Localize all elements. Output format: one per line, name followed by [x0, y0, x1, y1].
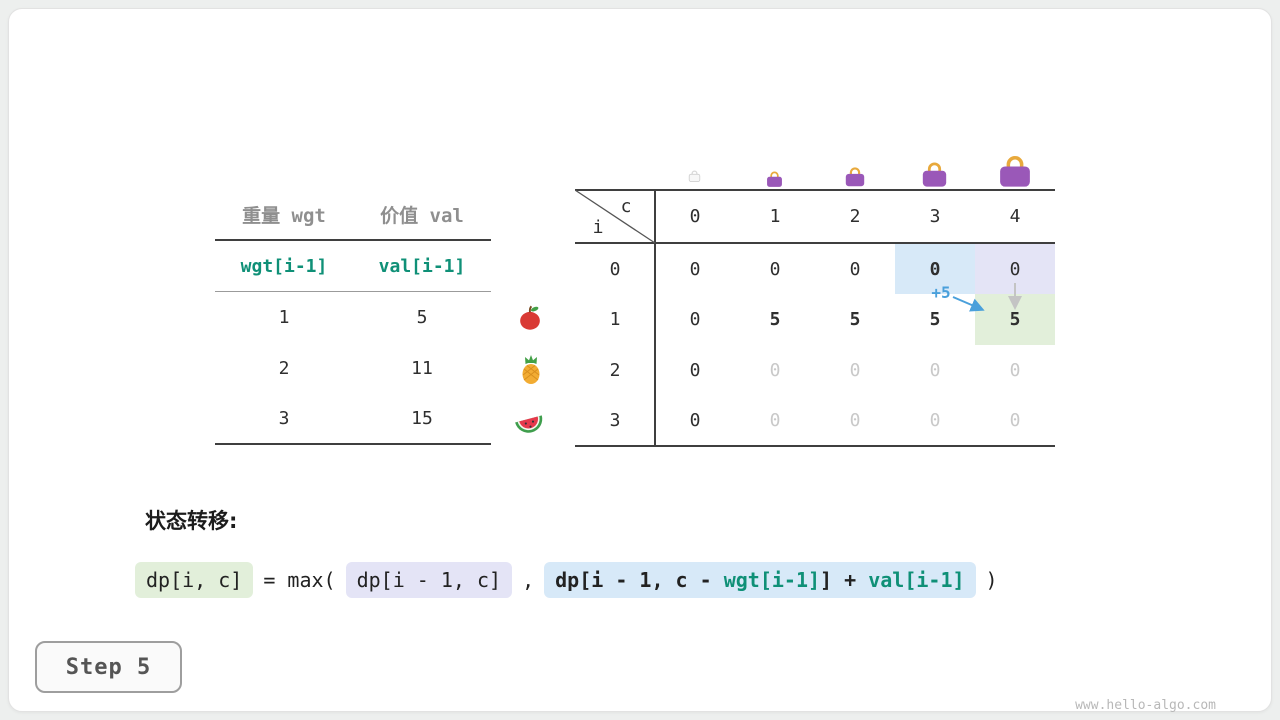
dp-cell: 0 — [849, 359, 861, 381]
step-button[interactable]: Step 5 — [35, 641, 182, 693]
dp-row-header: 0 — [609, 258, 621, 280]
dp-cell: 0 — [689, 409, 701, 431]
dp-col-header: 0 — [689, 206, 701, 227]
dp-col-header: 3 — [929, 206, 941, 227]
formula-comma: , — [522, 568, 535, 592]
dp-cell: 5 — [769, 308, 781, 330]
pineapple-icon — [515, 354, 547, 390]
formula-option-skip: dp[i - 1, c] — [345, 562, 513, 598]
dp-col-header: 4 — [1009, 206, 1021, 227]
table-line-top — [575, 189, 1055, 191]
item-val: 5 — [416, 307, 428, 328]
item-wgt: 2 — [278, 358, 290, 379]
apple-icon — [515, 303, 545, 337]
plus-value-annotation: +5 — [931, 282, 951, 302]
dp-row-header: 1 — [609, 308, 621, 330]
dp-row-header: 3 — [609, 409, 621, 431]
table-row: 1 5 — [215, 292, 491, 343]
table-row: 2 11 — [215, 343, 491, 394]
formula-take-mid: ] + — [820, 568, 869, 592]
dp-cell: 0 — [769, 409, 781, 431]
items-table: 重量 wgt 价值 val wgt[i-1] val[i-1] 1 5 2 11… — [215, 190, 491, 445]
dp-row-header: 2 — [609, 359, 621, 381]
dp-cell-result: 5 — [1009, 308, 1021, 330]
items-var-val: val[i-1] — [378, 255, 466, 277]
dp-cell: 0 — [769, 258, 781, 280]
dp-cell-above: 0 — [1009, 258, 1021, 280]
dp-cell: 0 — [849, 409, 861, 431]
dp-cell: 0 — [929, 409, 941, 431]
table-line-header — [575, 242, 1055, 244]
dp-cell: 0 — [1009, 409, 1021, 431]
items-col-weight: 重量 wgt — [242, 205, 326, 227]
dp-highlight-source-blue — [895, 244, 975, 294]
formula-take-wgt: wgt[i-1] — [723, 568, 821, 592]
dp-col-header: 1 — [769, 206, 781, 227]
dp-cell: 0 — [689, 258, 701, 280]
formula-equals-max: = max( — [263, 568, 336, 592]
items-col-value: 价值 val — [380, 205, 464, 227]
transition-formula: dp[i, c] = max( dp[i - 1, c] , dp[i - 1,… — [135, 556, 998, 604]
dp-cell: 0 — [769, 359, 781, 381]
item-val: 11 — [411, 358, 433, 379]
items-var-row: wgt[i-1] val[i-1] — [215, 241, 491, 292]
formula-take-prefix: dp[i - 1, c - — [555, 568, 724, 592]
dp-cell: 0 — [689, 359, 701, 381]
table-line-vertical — [654, 189, 656, 447]
bag-icon-1 — [764, 168, 785, 193]
formula-close-paren: ) — [985, 568, 998, 592]
table-row: 3 15 — [215, 394, 491, 445]
formula-take-val: val[i-1] — [868, 568, 965, 592]
dp-corner-row-var: i — [592, 216, 604, 238]
table-line-bottom — [575, 445, 1055, 447]
formula-dp-current: dp[i, c] — [135, 562, 254, 598]
item-val: 15 — [411, 408, 433, 429]
dp-table: c i 0 1 2 3 4 0 1 2 3 0 0 0 0 0 0 5 5 5 … — [575, 130, 1055, 450]
dp-col-header: 2 — [849, 206, 861, 227]
dp-cell: 5 — [849, 308, 861, 330]
dp-cell: 0 — [1009, 359, 1021, 381]
items-table-header-row: 重量 wgt 价值 val — [215, 190, 491, 241]
watermark: www.hello-algo.com — [1075, 698, 1216, 713]
dp-cell-source: 0 — [929, 258, 941, 280]
dp-cell: 0 — [849, 258, 861, 280]
formula-option-take: dp[i - 1, c - wgt[i-1]] + val[i-1] — [544, 562, 976, 598]
dp-cell: 0 — [929, 359, 941, 381]
dp-cell: 5 — [929, 308, 941, 330]
bag-icon-2 — [842, 163, 868, 193]
item-wgt: 1 — [278, 307, 290, 328]
transition-label: 状态转移: — [145, 509, 238, 533]
bag-icon-3 — [918, 157, 951, 194]
bag-icon-0 — [687, 168, 702, 187]
dp-corner-col-var: c — [620, 195, 632, 217]
item-wgt: 3 — [278, 408, 290, 429]
dp-cell: 0 — [689, 308, 701, 330]
watermelon-icon — [512, 404, 546, 442]
items-var-wgt: wgt[i-1] — [240, 255, 328, 277]
bag-icon-4 — [994, 149, 1036, 195]
